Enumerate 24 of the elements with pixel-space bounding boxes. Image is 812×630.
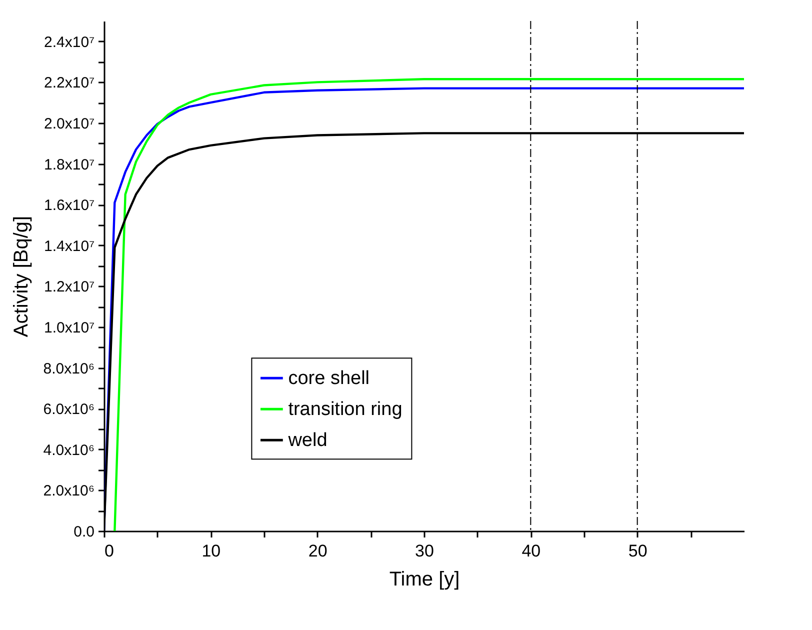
y-tick-label: 2.4x10⁷ [44, 34, 94, 51]
y-tick-label: 2.0x10⁷ [44, 116, 94, 132]
y-tick-label: 2.2x10⁷ [44, 74, 94, 92]
y-tick-label: 0.0 [74, 524, 94, 540]
x-tick-label: 50 [628, 542, 648, 560]
y-tick-label: 1.0x10⁷ [44, 320, 94, 336]
x-tick-label: 40 [522, 542, 541, 560]
y-tick-label: 2.0x10⁶ [43, 482, 94, 500]
legend-label: core shell [288, 368, 370, 390]
y-tick-label: 8.0x10⁶ [43, 360, 94, 378]
y-tick-label: 4.0x10⁶ [43, 442, 94, 459]
y-tick-label: 1.6x10⁷ [44, 197, 94, 214]
y-tick-label: 1.8x10⁷ [44, 156, 94, 174]
y-tick-label: 6.0x10⁶ [43, 401, 94, 418]
y-tick-label: 1.2x10⁷ [44, 278, 94, 296]
x-axis-title: Time [y] [389, 568, 460, 590]
x-tick-label: 30 [415, 542, 434, 560]
y-axis-title: Activity [Bq/g] [10, 216, 32, 338]
x-tick-label: 20 [308, 542, 328, 560]
y-tick-label: 1.4x10⁷ [44, 238, 94, 255]
legend-label: transition ring [288, 399, 402, 420]
x-tick-label: 0 [104, 542, 114, 560]
x-tick-label: 10 [202, 542, 221, 560]
legend-label: weld [287, 430, 328, 452]
